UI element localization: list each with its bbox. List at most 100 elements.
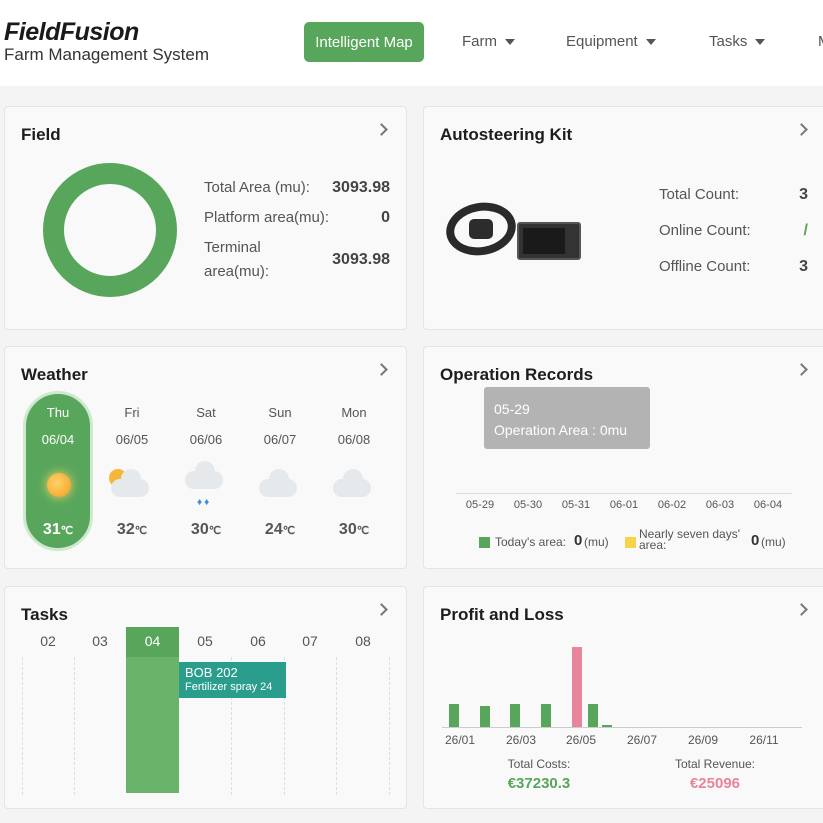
weather-day-label: Sun xyxy=(268,405,292,420)
legend-today-swatch xyxy=(479,537,490,548)
cost-bar[interactable] xyxy=(449,704,459,727)
profit-x-tick: 26/03 xyxy=(505,733,537,747)
operation-x-tick: 06-04 xyxy=(753,499,783,511)
temp-unit: ℃ xyxy=(356,525,370,537)
weather-day-0[interactable]: Thu 06/04 31℃ xyxy=(23,405,93,539)
weather-temp-value: 32 xyxy=(116,521,135,538)
task-bar[interactable]: BOB 202 Fertilizer spray 24 xyxy=(179,662,286,698)
cost-bar[interactable] xyxy=(601,725,612,727)
operation-records-card: Operation Records 05-29 Operation Area :… xyxy=(423,346,823,569)
operation-x-tick: 05-30 xyxy=(513,499,543,511)
operation-x-tick: 05-29 xyxy=(465,499,495,511)
cost-bar[interactable] xyxy=(479,706,490,727)
chart-tooltip: 05-29 Operation Area : 0mu xyxy=(484,387,650,449)
grid-line xyxy=(231,657,232,795)
task-day-label: 07 xyxy=(302,633,318,649)
chevron-right-icon[interactable] xyxy=(375,363,388,376)
tooltip-date: 05-29 xyxy=(494,401,530,417)
legend-week-swatch xyxy=(625,537,636,548)
temp-unit: ℃ xyxy=(282,525,296,537)
revenue-bar[interactable] xyxy=(572,647,582,727)
operation-x-tick: 06-02 xyxy=(657,499,687,511)
chevron-right-icon[interactable] xyxy=(375,603,388,616)
nav-more-label: M xyxy=(818,33,823,50)
nav-farm[interactable]: Farm xyxy=(462,33,515,50)
temp-unit: ℃ xyxy=(208,525,222,537)
weather-today-highlight xyxy=(23,391,93,551)
nav-farm-label: Farm xyxy=(462,33,497,50)
online-count-value: / xyxy=(803,222,808,239)
task-day-label: 02 xyxy=(40,633,56,649)
operation-x-tick: 05-31 xyxy=(561,499,591,511)
brand-subtitle: Farm Management System xyxy=(4,45,210,64)
cost-bar[interactable] xyxy=(588,704,598,727)
temp-unit: ℃ xyxy=(134,525,148,537)
cost-bar[interactable] xyxy=(510,704,520,727)
steering-hub-icon xyxy=(469,219,493,239)
operation-x-axis xyxy=(456,493,792,494)
task-day-label: 08 xyxy=(355,633,371,649)
total-costs-value: €37230.3 xyxy=(507,775,571,792)
total-revenue-value: €25096 xyxy=(689,775,741,792)
tasks-card: Tasks 04 02 03 05 06 07 08 BOB 202 Ferti… xyxy=(4,586,407,809)
terminal-area-label-1: Terminal xyxy=(204,239,261,256)
profit-loss-title: Profit and Loss xyxy=(440,605,564,624)
task-day-label: 03 xyxy=(92,633,108,649)
chevron-right-icon[interactable] xyxy=(375,123,388,136)
intelligent-map-button[interactable]: Intelligent Map xyxy=(304,22,424,62)
online-count-label: Online Count: xyxy=(659,222,751,239)
profit-x-axis xyxy=(442,727,802,728)
weather-day-label: Thu xyxy=(46,405,70,420)
legend-week-unit: (mu) xyxy=(761,535,786,549)
nav-tasks[interactable]: Tasks xyxy=(709,33,766,50)
weather-temp-value: 24 xyxy=(264,521,283,538)
profit-x-tick: 26/05 xyxy=(565,733,597,747)
profit-x-tick: 26/11 xyxy=(749,733,779,747)
cloud-icon xyxy=(245,465,315,505)
weather-title: Weather xyxy=(21,365,88,384)
today-label: 04 xyxy=(126,627,179,657)
caret-down-icon xyxy=(755,38,766,45)
offline-count-label: Offline Count: xyxy=(659,258,751,275)
weather-day-2[interactable]: Sat 06/06 ♦♦ 30℃ xyxy=(171,405,241,539)
weather-date-label: 06/08 xyxy=(337,432,371,447)
total-area-label: Total Area (mu): xyxy=(204,179,310,196)
field-title: Field xyxy=(21,125,61,144)
weather-day-3[interactable]: Sun 06/07 24℃ xyxy=(245,405,315,539)
weather-temp: 32℃ xyxy=(97,521,167,539)
nav-more[interactable]: M xyxy=(818,33,823,50)
brand-logo[interactable]: FieldFusion xyxy=(4,18,139,46)
field-donut-chart xyxy=(43,163,177,297)
total-revenue-label: Total Revenue: xyxy=(674,757,756,771)
weather-temp-value: 30 xyxy=(190,521,209,538)
nav-equipment[interactable]: Equipment xyxy=(566,33,656,50)
task-description: Fertilizer spray 24 xyxy=(185,681,273,693)
weather-day-1[interactable]: Fri 06/05 32℃ xyxy=(97,405,167,539)
nav-tasks-label: Tasks xyxy=(709,33,748,50)
weather-date-label: 06/04 xyxy=(41,432,75,447)
chevron-right-icon[interactable] xyxy=(795,603,808,616)
terminal-area-label-2: area(mu): xyxy=(204,263,270,280)
weather-day-4[interactable]: Mon 06/08 30℃ xyxy=(319,405,389,539)
profit-loss-card: Profit and Loss 26/01 26/03 26/05 26/07 … xyxy=(423,586,823,809)
weather-temp-value: 30 xyxy=(338,521,357,538)
platform-area-label: Platform area(mu): xyxy=(204,209,330,226)
total-costs-label: Total Costs: xyxy=(507,757,571,771)
weather-temp: 31℃ xyxy=(23,521,93,539)
chevron-right-icon[interactable] xyxy=(795,363,808,376)
caret-down-icon xyxy=(645,38,656,45)
sun-icon xyxy=(23,465,93,505)
task-day-label: 05 xyxy=(197,633,213,649)
grid-line xyxy=(22,657,23,795)
grid-line xyxy=(336,657,337,795)
profit-x-tick: 26/07 xyxy=(626,733,658,747)
legend-today-unit: (mu) xyxy=(584,535,609,549)
field-card: Field Total Area (mu): 3093.98 Platform … xyxy=(4,106,407,330)
offline-count-value: 3 xyxy=(799,258,808,275)
weather-temp: 24℃ xyxy=(245,521,315,539)
weather-day-label: Sat xyxy=(196,405,216,420)
tooltip-text: Operation Area : 0mu xyxy=(494,422,628,438)
chevron-right-icon[interactable] xyxy=(795,123,808,136)
cost-bar[interactable] xyxy=(540,704,551,727)
terminal-area-value: 3093.98 xyxy=(332,251,390,268)
